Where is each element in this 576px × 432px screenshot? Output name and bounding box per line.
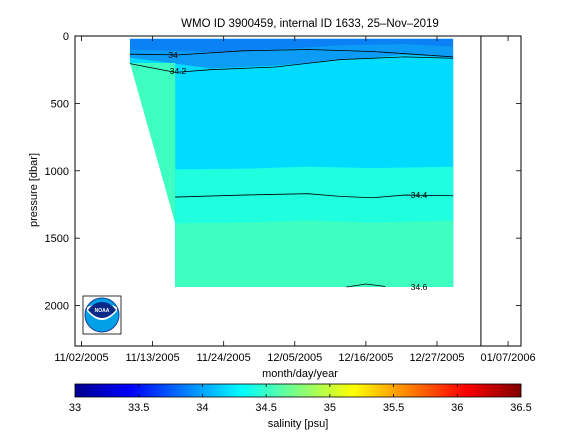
colorbar-tick-label: 34.5	[255, 402, 276, 414]
colorbar-tick-label: 35.5	[383, 402, 404, 414]
y-axis-ticks: 0 500 1000 1500 2000	[45, 31, 521, 313]
colorbar-gradient	[74, 383, 522, 398]
x-tick-label: 11/02/2005	[54, 352, 108, 364]
contour-line-34	[129, 49, 454, 58]
contour-line-34-6	[346, 283, 386, 288]
y-tick-label: 2000	[45, 301, 69, 313]
colorbar-tick-label: 34	[196, 402, 208, 414]
colorbar-tick-label: 33	[69, 402, 81, 414]
x-axis-label: month/day/year	[262, 368, 338, 380]
y-tick-label: 1500	[45, 233, 69, 245]
contour-line-34-4	[175, 193, 454, 199]
x-tick-label: 12/27/2005	[409, 352, 464, 364]
x-tick-label: 11/24/2005	[197, 352, 251, 364]
contour-label-34-4: 34.4	[411, 190, 428, 200]
colorbar-tick-label: 35	[324, 402, 336, 414]
x-axis-ticks: 11/02/2005 11/13/2005 11/24/2005 12/05/2005…	[54, 36, 536, 364]
colorbar-tick-label: 36.5	[510, 402, 531, 414]
colorbar-ticks: 33 33.5 34 34.5 35 35.5 36 36.5	[69, 384, 532, 414]
salinity-contours	[129, 49, 454, 288]
x-tick-label: 11/13/2005	[125, 352, 179, 364]
contour-line-34-2	[129, 56, 454, 73]
colorbar: 33 33.5 34 34.5 35 35.5 36 36.5 salinity [psu]	[69, 383, 532, 430]
colorbar-label: salinity [psu]	[268, 418, 329, 430]
contour-labels: 34 34.2 34.4 34.6	[168, 50, 427, 292]
colorbar-tick-label: 36	[451, 402, 463, 414]
chart-title: WMO ID 3900459, internal ID 1633, 25–Nov…	[181, 18, 439, 30]
plot-area: 34 34.2 34.4 34.6 11/02/2005 11/13/2005 11/24…	[45, 31, 536, 364]
x-tick-label: 01/07/2006	[481, 352, 536, 364]
x-tick-label: 12/16/2005	[338, 352, 393, 364]
salinity-band-5	[129, 62, 454, 287]
y-tick-label: 0	[63, 31, 69, 43]
salinity-bands	[129, 38, 454, 287]
plot-frame	[74, 35, 522, 347]
contour-label-34: 34	[168, 50, 178, 60]
contour-label-34-2: 34.2	[170, 66, 187, 76]
y-tick-label: 500	[51, 98, 69, 110]
noaa-logo: NOAA	[82, 295, 122, 335]
contour-label-34-6: 34.6	[411, 282, 428, 292]
x-tick-label: 12/05/2005	[267, 352, 322, 364]
colorbar-tick-label: 33.5	[128, 402, 149, 414]
y-tick-label: 1000	[45, 166, 69, 178]
svg-text:NOAA: NOAA	[95, 308, 110, 314]
y-axis-label: pressure [dbar]	[28, 153, 40, 227]
